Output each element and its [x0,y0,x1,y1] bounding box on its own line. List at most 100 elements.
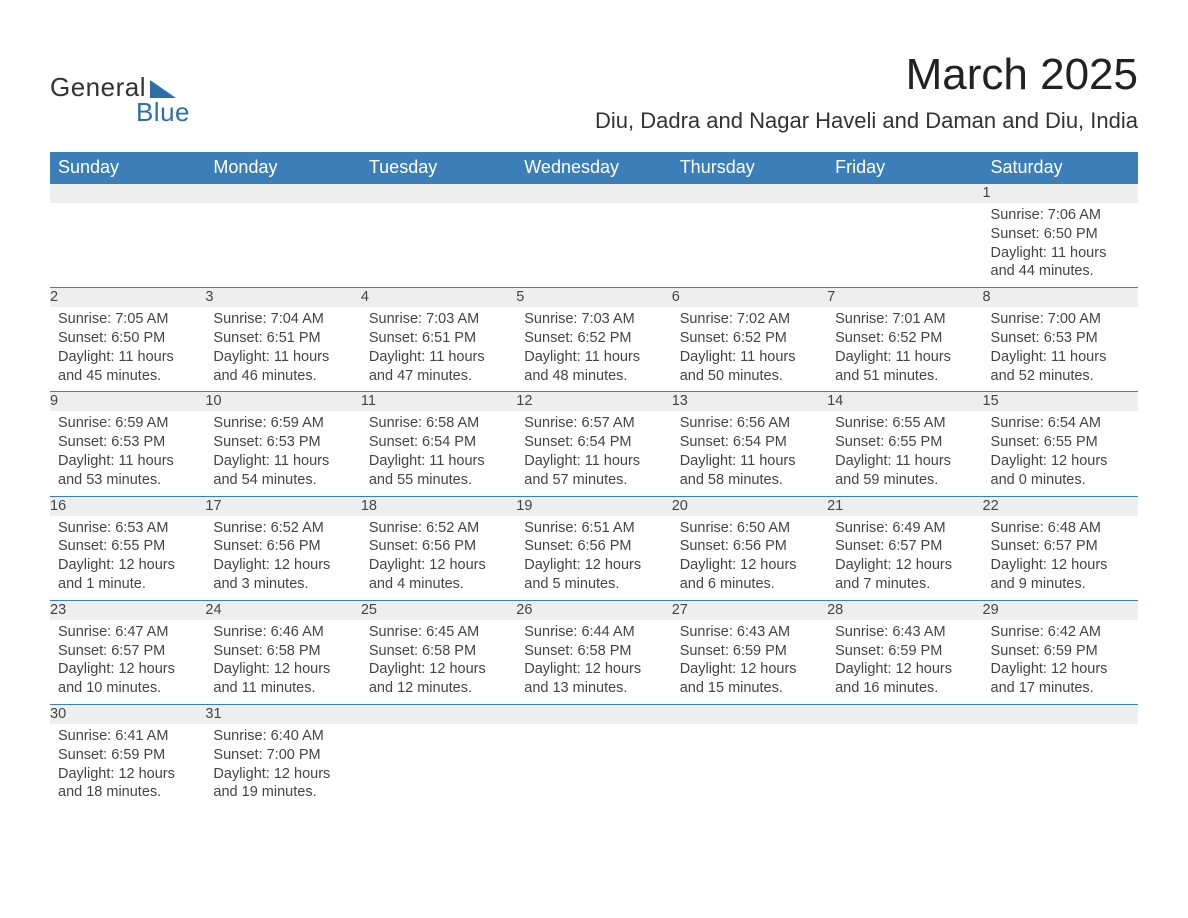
day-number [672,705,827,724]
sunrise-line: Sunrise: 6:41 AM [58,727,197,746]
sunrise-line: Sunrise: 6:59 AM [213,414,352,433]
daylight-line: Daylight: 12 hours and 3 minutes. [213,556,352,594]
sunrise-line: Sunrise: 7:03 AM [524,310,663,329]
daylight-line: Daylight: 11 hours and 50 minutes. [680,348,819,386]
day-cell: Sunrise: 6:49 AMSunset: 6:57 PMDaylight:… [827,516,982,601]
day-number: 14 [827,392,982,411]
daylight-line: Daylight: 12 hours and 19 minutes. [213,765,352,803]
day-content: Sunrise: 7:03 AMSunset: 6:52 PMDaylight:… [516,307,671,391]
day-cell [983,724,1138,808]
day-content: Sunrise: 6:43 AMSunset: 6:59 PMDaylight:… [672,620,827,704]
sunset-line: Sunset: 6:59 PM [58,746,197,765]
sunset-line: Sunset: 6:59 PM [680,642,819,661]
day-number: 26 [516,600,671,619]
sunset-line: Sunset: 6:55 PM [835,433,974,452]
sunset-line: Sunset: 6:50 PM [991,225,1130,244]
sunrise-line: Sunrise: 6:54 AM [991,414,1130,433]
day-number: 17 [205,496,360,515]
sunrise-line: Sunrise: 6:56 AM [680,414,819,433]
day-content-row: Sunrise: 7:06 AMSunset: 6:50 PMDaylight:… [50,203,1138,288]
sunrise-line: Sunrise: 6:53 AM [58,519,197,538]
daylight-line: Daylight: 12 hours and 10 minutes. [58,660,197,698]
day-content: Sunrise: 6:53 AMSunset: 6:55 PMDaylight:… [50,516,205,600]
day-number: 3 [205,288,360,307]
daynum-row: 16171819202122 [50,496,1138,515]
day-cell [50,203,205,288]
daylight-line: Daylight: 12 hours and 17 minutes. [991,660,1130,698]
sunset-line: Sunset: 6:57 PM [991,537,1130,556]
day-content: Sunrise: 6:50 AMSunset: 6:56 PMDaylight:… [672,516,827,600]
day-content: Sunrise: 7:06 AMSunset: 6:50 PMDaylight:… [983,203,1138,287]
sunrise-line: Sunrise: 7:05 AM [58,310,197,329]
day-number: 11 [361,392,516,411]
day-number: 22 [983,496,1138,515]
day-cell [827,724,982,808]
sunrise-line: Sunrise: 6:51 AM [524,519,663,538]
daylight-line: Daylight: 11 hours and 44 minutes. [991,244,1130,282]
day-cell [827,203,982,288]
weekday-header: Wednesday [516,152,671,184]
daylight-line: Daylight: 12 hours and 7 minutes. [835,556,974,594]
day-cell: Sunrise: 6:43 AMSunset: 6:59 PMDaylight:… [827,620,982,705]
day-number [361,184,516,203]
sunset-line: Sunset: 6:58 PM [213,642,352,661]
sunrise-line: Sunrise: 6:57 AM [524,414,663,433]
weekday-header: Sunday [50,152,205,184]
sunrise-line: Sunrise: 6:52 AM [213,519,352,538]
day-cell: Sunrise: 6:57 AMSunset: 6:54 PMDaylight:… [516,411,671,496]
sunrise-line: Sunrise: 6:43 AM [835,623,974,642]
daylight-line: Daylight: 12 hours and 15 minutes. [680,660,819,698]
day-number: 12 [516,392,671,411]
day-cell: Sunrise: 6:50 AMSunset: 6:56 PMDaylight:… [672,516,827,601]
weekday-header: Tuesday [361,152,516,184]
day-content: Sunrise: 6:46 AMSunset: 6:58 PMDaylight:… [205,620,360,704]
day-cell: Sunrise: 6:55 AMSunset: 6:55 PMDaylight:… [827,411,982,496]
day-number [672,184,827,203]
day-cell: Sunrise: 6:45 AMSunset: 6:58 PMDaylight:… [361,620,516,705]
day-cell: Sunrise: 6:47 AMSunset: 6:57 PMDaylight:… [50,620,205,705]
day-number [516,184,671,203]
sunrise-line: Sunrise: 6:45 AM [369,623,508,642]
sunrise-line: Sunrise: 6:40 AM [213,727,352,746]
day-content: Sunrise: 6:41 AMSunset: 6:59 PMDaylight:… [50,724,205,808]
title-block: March 2025 Diu, Dadra and Nagar Haveli a… [595,50,1138,134]
sunset-line: Sunset: 6:57 PM [835,537,974,556]
day-content: Sunrise: 6:52 AMSunset: 6:56 PMDaylight:… [205,516,360,600]
day-content: Sunrise: 7:05 AMSunset: 6:50 PMDaylight:… [50,307,205,391]
sunset-line: Sunset: 6:56 PM [680,537,819,556]
day-number: 15 [983,392,1138,411]
daylight-line: Daylight: 12 hours and 11 minutes. [213,660,352,698]
sunset-line: Sunset: 6:53 PM [991,329,1130,348]
daylight-line: Daylight: 12 hours and 12 minutes. [369,660,508,698]
day-cell: Sunrise: 7:03 AMSunset: 6:52 PMDaylight:… [516,307,671,392]
day-cell: Sunrise: 6:59 AMSunset: 6:53 PMDaylight:… [205,411,360,496]
day-number: 24 [205,600,360,619]
day-cell: Sunrise: 6:40 AMSunset: 7:00 PMDaylight:… [205,724,360,808]
calendar-table: SundayMondayTuesdayWednesdayThursdayFrid… [50,152,1138,808]
day-number [827,705,982,724]
sunrise-line: Sunrise: 6:43 AM [680,623,819,642]
day-number: 7 [827,288,982,307]
sunrise-line: Sunrise: 6:42 AM [991,623,1130,642]
sunset-line: Sunset: 6:52 PM [524,329,663,348]
day-cell: Sunrise: 6:48 AMSunset: 6:57 PMDaylight:… [983,516,1138,601]
daylight-line: Daylight: 11 hours and 51 minutes. [835,348,974,386]
daylight-line: Daylight: 11 hours and 57 minutes. [524,452,663,490]
day-content-row: Sunrise: 6:47 AMSunset: 6:57 PMDaylight:… [50,620,1138,705]
day-content-row: Sunrise: 6:59 AMSunset: 6:53 PMDaylight:… [50,411,1138,496]
day-content: Sunrise: 6:44 AMSunset: 6:58 PMDaylight:… [516,620,671,704]
weekday-header: Friday [827,152,982,184]
sunset-line: Sunset: 6:54 PM [524,433,663,452]
day-content: Sunrise: 7:03 AMSunset: 6:51 PMDaylight:… [361,307,516,391]
sunset-line: Sunset: 6:51 PM [213,329,352,348]
sunrise-line: Sunrise: 6:44 AM [524,623,663,642]
day-number: 30 [50,705,205,724]
sunset-line: Sunset: 6:52 PM [835,329,974,348]
day-cell [516,724,671,808]
day-content: Sunrise: 7:04 AMSunset: 6:51 PMDaylight:… [205,307,360,391]
daylight-line: Daylight: 12 hours and 6 minutes. [680,556,819,594]
day-cell: Sunrise: 7:00 AMSunset: 6:53 PMDaylight:… [983,307,1138,392]
day-content: Sunrise: 6:56 AMSunset: 6:54 PMDaylight:… [672,411,827,495]
day-content: Sunrise: 6:49 AMSunset: 6:57 PMDaylight:… [827,516,982,600]
day-number [516,705,671,724]
